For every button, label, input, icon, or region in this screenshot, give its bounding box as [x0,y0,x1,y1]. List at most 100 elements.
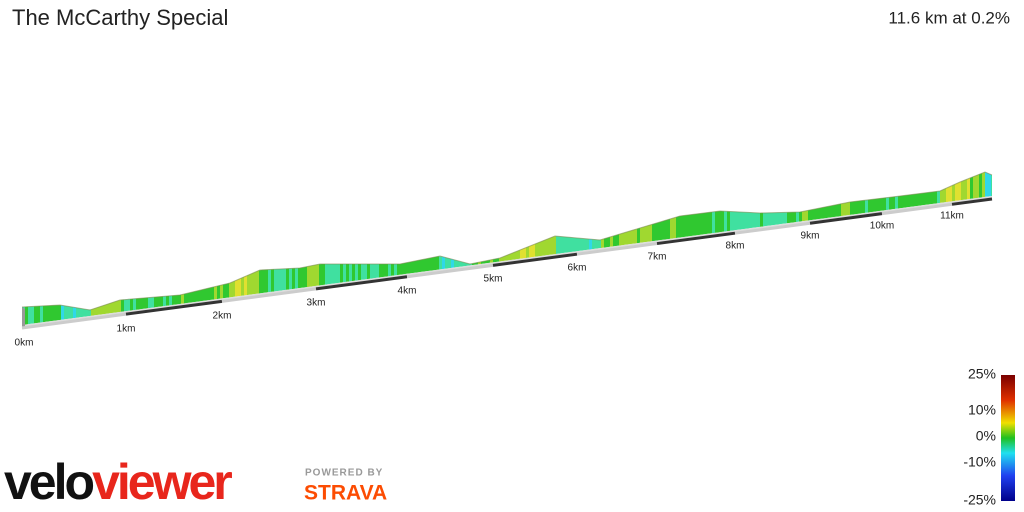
profile-strip [322,264,325,286]
profile-strip [76,307,79,318]
profile-strip [787,212,790,224]
distance-label: 2km [213,311,232,322]
profile-strip [904,195,907,208]
profile-strip [970,176,973,199]
legend: 25% 10% 0% -10% -25% [963,366,996,508]
profile-strip [724,211,727,232]
profile-strip [865,199,868,213]
profile-strip [844,202,847,216]
profile-strip [973,175,976,199]
profile-strip [508,253,511,261]
profile-strip [418,259,421,273]
profile-strip [811,209,814,221]
profile-strip [556,236,559,254]
profile-strip [658,221,661,241]
profile-strip [109,302,112,314]
profile-strip [235,279,238,297]
profile-strip [148,297,151,309]
profile-strip [901,195,904,209]
profile-strip [826,206,829,219]
profile-strip [67,306,70,320]
profile-strip [859,200,862,214]
profile-strip [604,237,607,248]
profile-strip [313,264,316,287]
profile-strip [37,306,40,324]
profile-strip [457,260,460,268]
profile-strip [847,202,850,216]
profile-strip [262,269,265,294]
distance-segment [809,212,883,225]
profile-strip [553,236,556,255]
profile-strip [115,300,118,313]
profile-strip [202,289,205,302]
profile-strip [820,207,823,219]
profile-strip [886,197,889,211]
profile-strip [61,305,64,320]
profile-strip [883,197,886,211]
profile-strip [220,284,223,299]
profile-strip [565,236,568,253]
profile-strip [376,264,379,278]
profile-strip [628,230,631,245]
profile-strip [46,305,49,322]
profile-strip [937,191,940,204]
profile-strip [151,297,154,308]
profile-strip [247,274,250,296]
profile-strip [748,212,751,229]
profile-strip [154,296,157,308]
profile-strip [913,194,916,207]
profile-strip [841,203,844,217]
legend-label: 0% [976,428,996,444]
profile-strip [295,268,298,289]
distance-segment [576,242,658,256]
title: The McCarthy Special [12,5,228,30]
profile-strip [964,179,967,200]
profile-strip [31,306,34,324]
profile-strip [679,215,682,238]
profile-strip [853,201,856,215]
distance-label: 1km [117,324,136,335]
profile-strip [838,203,841,217]
profile-strip [661,220,664,241]
profile-strip [379,264,382,278]
profile-strip [310,265,313,287]
profile-strip [193,291,196,303]
profile-strip [946,186,949,203]
profile-strip [796,212,799,223]
profile-strip [601,238,604,248]
profile-strip [574,237,577,252]
profile-strip [331,264,334,284]
profile-strip [550,236,553,255]
profile-strip [514,251,517,260]
profile-strip [808,209,811,221]
profile-strip [226,283,229,298]
profile-strip [943,188,946,203]
profile-strip [784,212,787,224]
profile-strip [703,212,706,235]
profile-strip [751,212,754,229]
profile-strip [730,211,733,231]
profile-strip [622,232,625,246]
profile-strip [256,270,259,294]
start-face [22,307,25,329]
profile-strip [406,262,409,274]
profile-strip [160,296,163,307]
profile-strip [931,191,934,205]
profile-strip [97,306,100,316]
profile-strip [100,305,103,315]
profile-strip [319,264,322,286]
profile-strip [49,305,52,322]
profile-strip [352,264,355,282]
profile-strip [892,196,895,210]
profile-strip [535,242,538,257]
profile-strip [529,245,532,258]
profile-strip [694,213,697,236]
profile-strip [391,264,394,276]
profile-strip [361,264,364,280]
profile-strip [367,264,370,280]
profile-strip [412,261,415,274]
profile-strip [349,264,352,282]
profile-strip [952,184,955,202]
profile-strip [685,215,688,237]
profile-strip [511,252,514,260]
